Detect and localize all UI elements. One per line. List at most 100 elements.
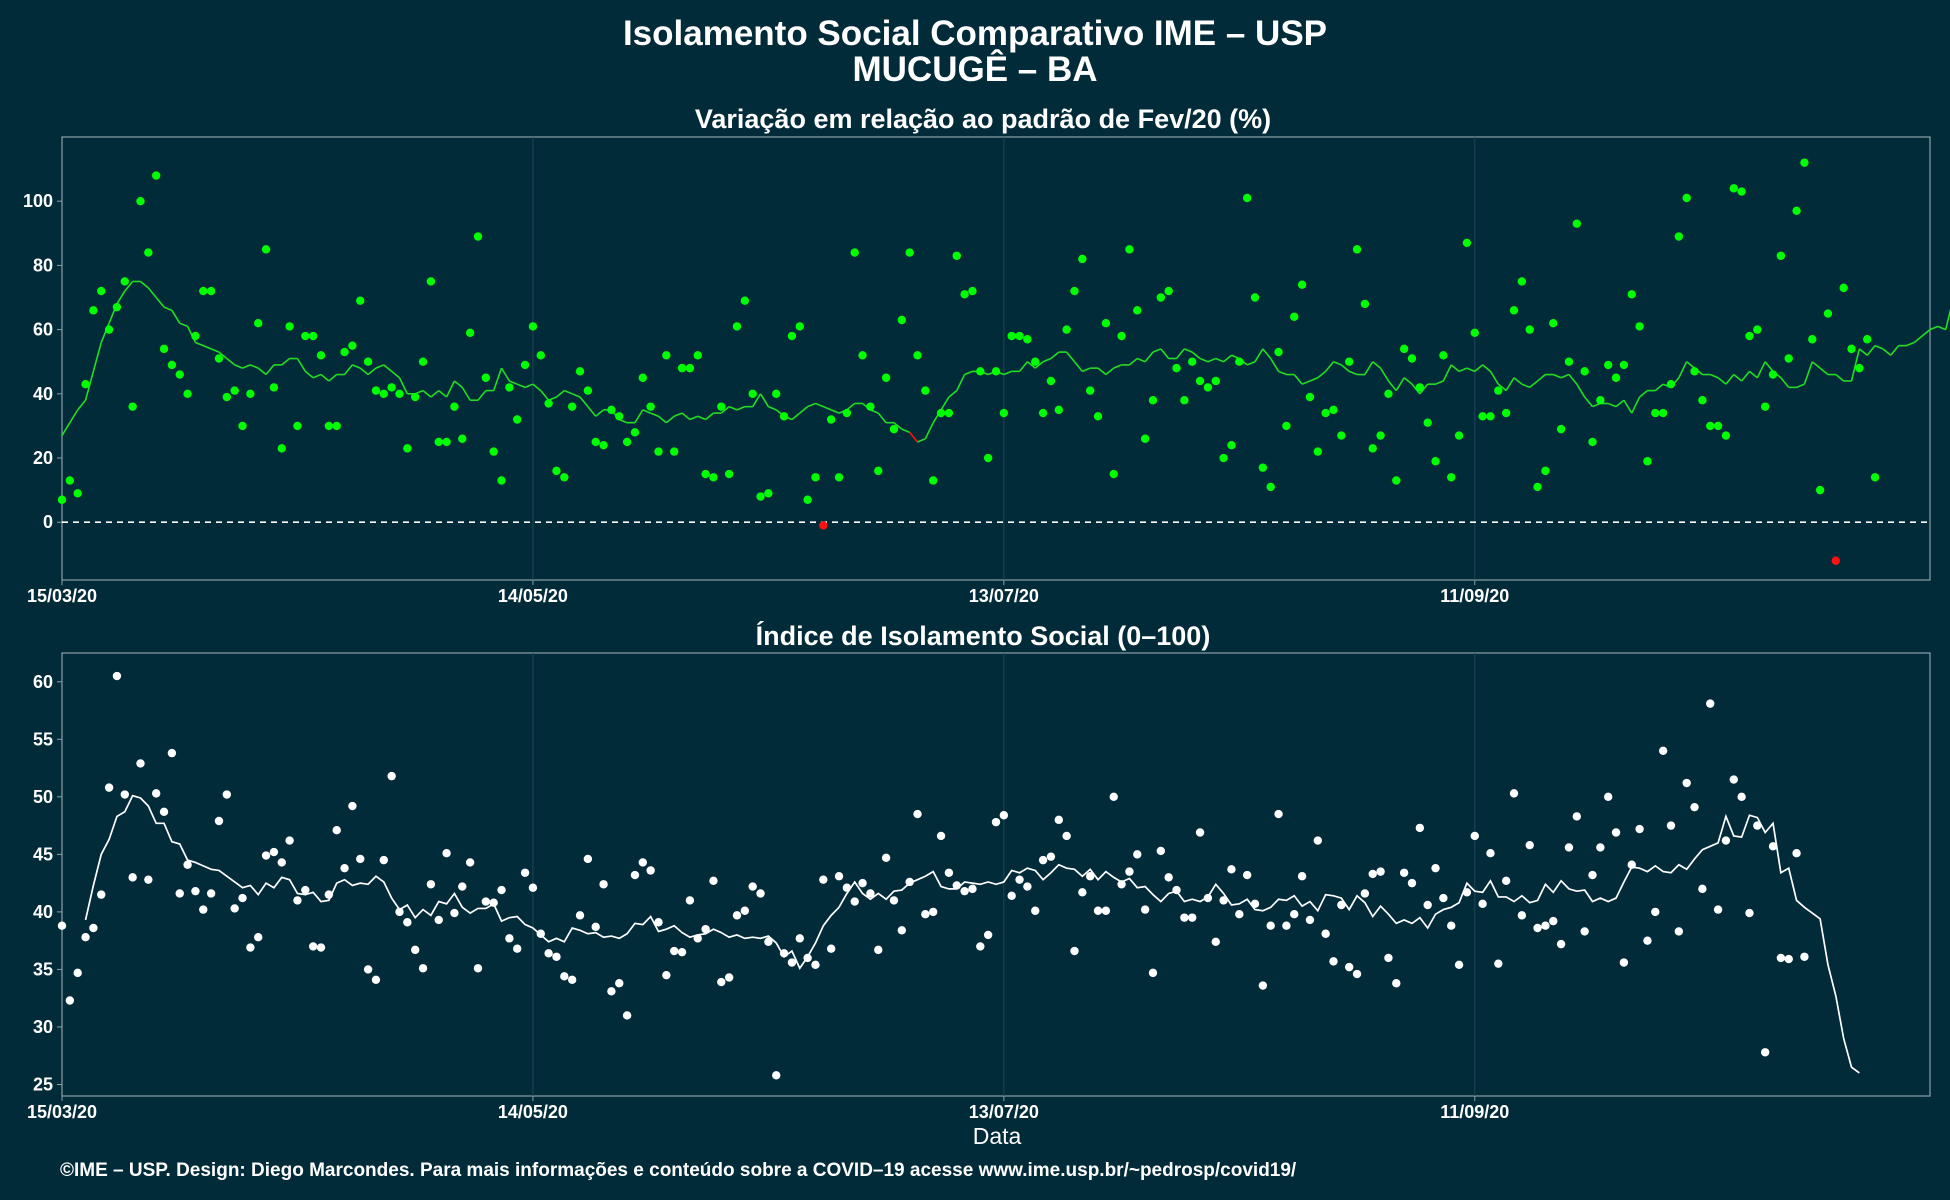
- top-data-point: [991, 367, 1001, 376]
- bottom-data-point: [97, 890, 106, 899]
- top-data-point: [976, 367, 985, 376]
- top-trend-segment: [195, 341, 204, 347]
- bottom-data-point: [1148, 968, 1158, 978]
- bottom-y-tick-label: 35: [33, 959, 53, 979]
- bottom-data-point: [740, 906, 750, 915]
- bottom-y-tick-label: 45: [33, 844, 53, 864]
- bottom-data-point: [340, 863, 349, 873]
- bottom-data-point: [206, 889, 216, 898]
- top-data-point: [1745, 331, 1754, 341]
- top-trend-segment: [445, 380, 456, 398]
- bottom-data-point: [254, 933, 263, 942]
- top-trend-segment: [689, 415, 699, 421]
- top-data-point: [104, 325, 114, 334]
- top-data-point: [136, 197, 145, 206]
- top-data-point: [316, 351, 326, 360]
- top-trend-segment: [1003, 370, 1013, 376]
- top-trend-segment: [1301, 380, 1311, 385]
- top-data-point: [269, 383, 279, 392]
- top-data-point: [1776, 251, 1786, 260]
- bottom-y-tick-label: 50: [33, 787, 53, 807]
- bottom-data-point: [112, 671, 122, 681]
- top-trend-segment: [250, 364, 259, 369]
- top-data-point: [1164, 286, 1173, 296]
- top-trend-segment: [304, 370, 314, 379]
- bottom-data-point: [1501, 876, 1511, 886]
- top-data-point: [1297, 280, 1307, 289]
- bottom-data-point: [520, 868, 530, 877]
- bottom-data-point: [261, 851, 271, 860]
- bottom-data-point: [1109, 792, 1118, 802]
- top-trend-segment: [1639, 389, 1648, 398]
- bottom-data-point: [1525, 840, 1534, 850]
- top-data-point: [819, 521, 828, 530]
- top-data-point: [97, 286, 106, 296]
- top-data-point: [1855, 363, 1864, 373]
- top-data-point: [622, 437, 632, 447]
- bottom-data-point: [952, 881, 961, 890]
- top-data-point: [395, 389, 404, 399]
- bottom-data-point: [81, 933, 90, 942]
- top-trend-segment: [587, 406, 597, 417]
- top-data-point: [1399, 344, 1409, 354]
- top-trend-segment: [155, 297, 165, 308]
- footer-credit: ©IME – USP. Design: Diego Marcondes. Par…: [60, 1160, 1297, 1181]
- bottom-data-point: [1376, 867, 1385, 876]
- top-trend-segment: [218, 351, 228, 360]
- top-data-point: [1737, 187, 1746, 196]
- top-data-point: [214, 354, 224, 363]
- bottom-data-point: [1352, 969, 1362, 979]
- top-data-point: [1588, 437, 1597, 447]
- top-data-point: [1140, 434, 1150, 443]
- bottom-data-point: [1023, 882, 1032, 891]
- bottom-panel: 15/03/20 14/05/20 13/07/20 11/09/20 25 30 35 40…: [27, 652, 1931, 1122]
- top-data-point: [1133, 306, 1142, 315]
- bottom-data-point: [1658, 746, 1668, 756]
- bottom-data-point: [308, 942, 318, 951]
- top-data-point: [1015, 331, 1024, 341]
- top-data-point: [1266, 482, 1275, 492]
- bottom-data-point: [709, 876, 718, 886]
- top-data-point: [1062, 325, 1071, 334]
- top-trend-segment: [909, 431, 919, 443]
- top-data-point: [709, 473, 718, 482]
- bottom-data-point: [842, 883, 852, 892]
- top-trend-segment: [917, 438, 926, 443]
- top-trend-segment: [1780, 377, 1790, 388]
- bottom-data-point: [199, 905, 208, 914]
- top-trend-segment: [728, 405, 738, 411]
- top-data-point: [1250, 293, 1260, 302]
- bottom-x-tick-label: 13/07/20: [969, 1102, 1039, 1122]
- bottom-data-point: [1203, 893, 1213, 903]
- bottom-data-point: [1690, 802, 1699, 812]
- bottom-data-point: [1054, 815, 1063, 825]
- top-data-point: [1305, 392, 1315, 402]
- top-data-point: [1290, 312, 1299, 321]
- top-trend-segment: [461, 386, 471, 401]
- top-trend-segment: [1364, 361, 1374, 375]
- top-data-point: [1643, 457, 1652, 466]
- top-trend-segment: [1215, 357, 1224, 363]
- top-data-point: [1054, 405, 1063, 415]
- bottom-data-point: [1078, 888, 1087, 897]
- top-trend-segment: [1160, 348, 1170, 360]
- top-trend-segment: [564, 389, 573, 395]
- top-trend-segment: [1340, 364, 1350, 372]
- bottom-y-tick-label: 55: [33, 729, 53, 749]
- top-data-point: [1847, 344, 1856, 354]
- top-data-point: [1368, 444, 1377, 453]
- top-data-point: [764, 489, 773, 498]
- top-trend-segment: [1379, 367, 1390, 382]
- top-trend-segment: [791, 412, 801, 421]
- bottom-data-point: [1321, 929, 1330, 938]
- top-data-point: [1823, 309, 1833, 318]
- top-trend-segment: [383, 364, 393, 372]
- bottom-data-point: [1329, 957, 1338, 966]
- top-trend-segment: [139, 280, 149, 289]
- top-data-point: [1439, 351, 1448, 360]
- figure-title-line1: Isolamento Social Comparativo IME – USP: [623, 14, 1327, 53]
- top-trend-segment: [901, 428, 910, 434]
- bottom-data-point: [1533, 923, 1542, 933]
- bottom-data-point: [1344, 962, 1354, 972]
